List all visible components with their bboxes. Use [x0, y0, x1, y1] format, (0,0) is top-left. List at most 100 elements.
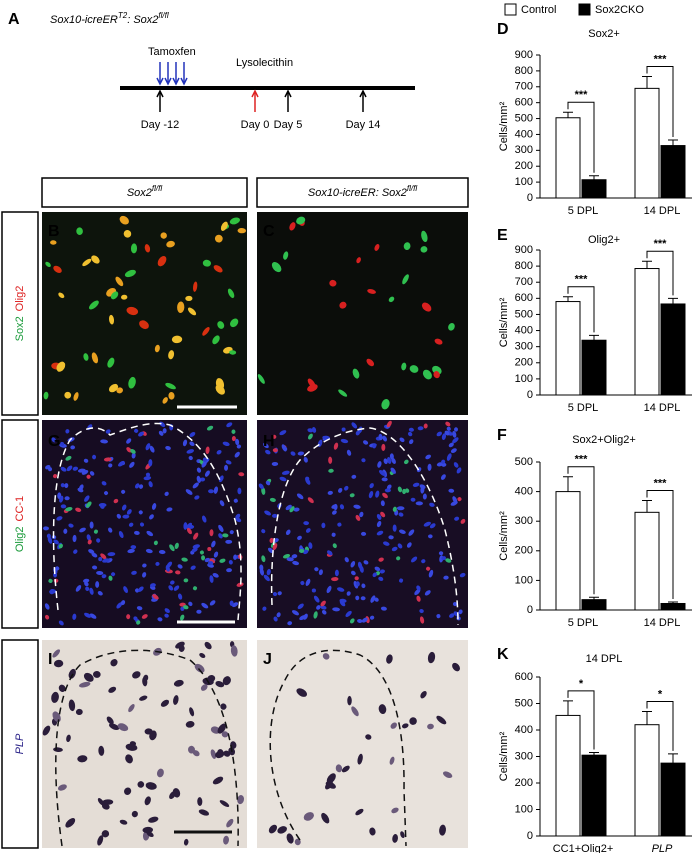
cell [452, 662, 460, 672]
cell [273, 616, 278, 622]
cell [419, 616, 425, 624]
cell [291, 554, 298, 559]
cell [177, 564, 183, 569]
cell [212, 776, 224, 785]
cell [226, 568, 232, 573]
bar [634, 724, 660, 837]
row-label-part: Sox2 [14, 316, 26, 341]
cell [173, 695, 179, 705]
cell [401, 362, 407, 371]
lesion-outline [52, 422, 242, 621]
cell [367, 289, 376, 294]
cell [123, 586, 128, 593]
arrow-head [164, 77, 172, 86]
cell [391, 807, 399, 814]
cell [130, 448, 136, 454]
panel-letter: J [263, 651, 272, 668]
cell [223, 835, 229, 845]
cell [374, 566, 381, 572]
cell [91, 255, 100, 264]
cell [366, 358, 375, 367]
cell [129, 461, 135, 468]
cell [168, 392, 175, 400]
cell [407, 431, 413, 437]
cell [441, 433, 447, 441]
y-tick-label: 300 [515, 341, 533, 353]
cell [389, 756, 395, 765]
cell [344, 557, 349, 563]
cell [122, 514, 130, 519]
column-header: Sox2fl/fl [127, 184, 163, 199]
cell [296, 493, 304, 500]
cell [219, 500, 225, 507]
cell [101, 574, 107, 579]
cell [84, 495, 90, 502]
cell [423, 423, 428, 429]
cell [127, 548, 135, 554]
cell [177, 593, 183, 600]
cell [144, 796, 151, 806]
cell [174, 542, 179, 550]
cell [128, 704, 135, 713]
timeline-title-part: fl/fl [158, 11, 168, 20]
x-tick-label: 14 DPL [644, 205, 681, 217]
cell [84, 612, 92, 618]
cell [160, 232, 167, 239]
cell [199, 550, 204, 555]
cell [189, 441, 195, 447]
cell [83, 672, 94, 682]
cell [429, 523, 436, 529]
cell [84, 581, 89, 587]
cell [207, 675, 216, 682]
cell [126, 306, 139, 316]
cell [450, 448, 457, 453]
cell [448, 322, 455, 331]
column-header-box [41, 177, 248, 208]
panel-letter: E [497, 227, 508, 244]
cell [230, 318, 239, 328]
arrow-head [284, 89, 292, 98]
cell [215, 750, 225, 759]
bar [581, 599, 607, 611]
cell [225, 539, 233, 544]
cell [296, 688, 307, 697]
cell [434, 338, 443, 345]
cell [361, 617, 368, 623]
cell [209, 575, 214, 583]
panel-letter: C [263, 223, 275, 240]
cell [142, 676, 148, 687]
cell [154, 344, 160, 353]
cell [369, 615, 375, 620]
column-header-part: fl/fl [407, 184, 417, 193]
cell [380, 606, 387, 611]
cell [314, 567, 319, 572]
cell [119, 819, 128, 825]
day-label: Day 0 [241, 119, 270, 131]
cell [398, 529, 406, 534]
cell [220, 221, 228, 231]
cell [137, 781, 145, 788]
significance-bracket [646, 489, 674, 600]
cell [148, 816, 159, 823]
cell [82, 258, 92, 267]
cell [452, 437, 459, 444]
row-label-part: Olig2 [14, 286, 26, 312]
cell [89, 587, 94, 595]
cell [422, 369, 432, 380]
cell [107, 552, 116, 557]
row-label-part: CC-1 [14, 496, 26, 522]
cell [181, 557, 188, 562]
cell [305, 477, 311, 485]
cell [229, 217, 241, 225]
significance-label: *** [654, 53, 668, 65]
cell [110, 291, 119, 300]
cell [294, 838, 301, 846]
cell [75, 507, 82, 512]
cell [213, 486, 219, 494]
cell [189, 432, 196, 437]
cell [303, 613, 308, 620]
cell [52, 649, 61, 658]
cell [446, 453, 452, 461]
micrograph [257, 640, 468, 848]
cell [157, 617, 163, 622]
